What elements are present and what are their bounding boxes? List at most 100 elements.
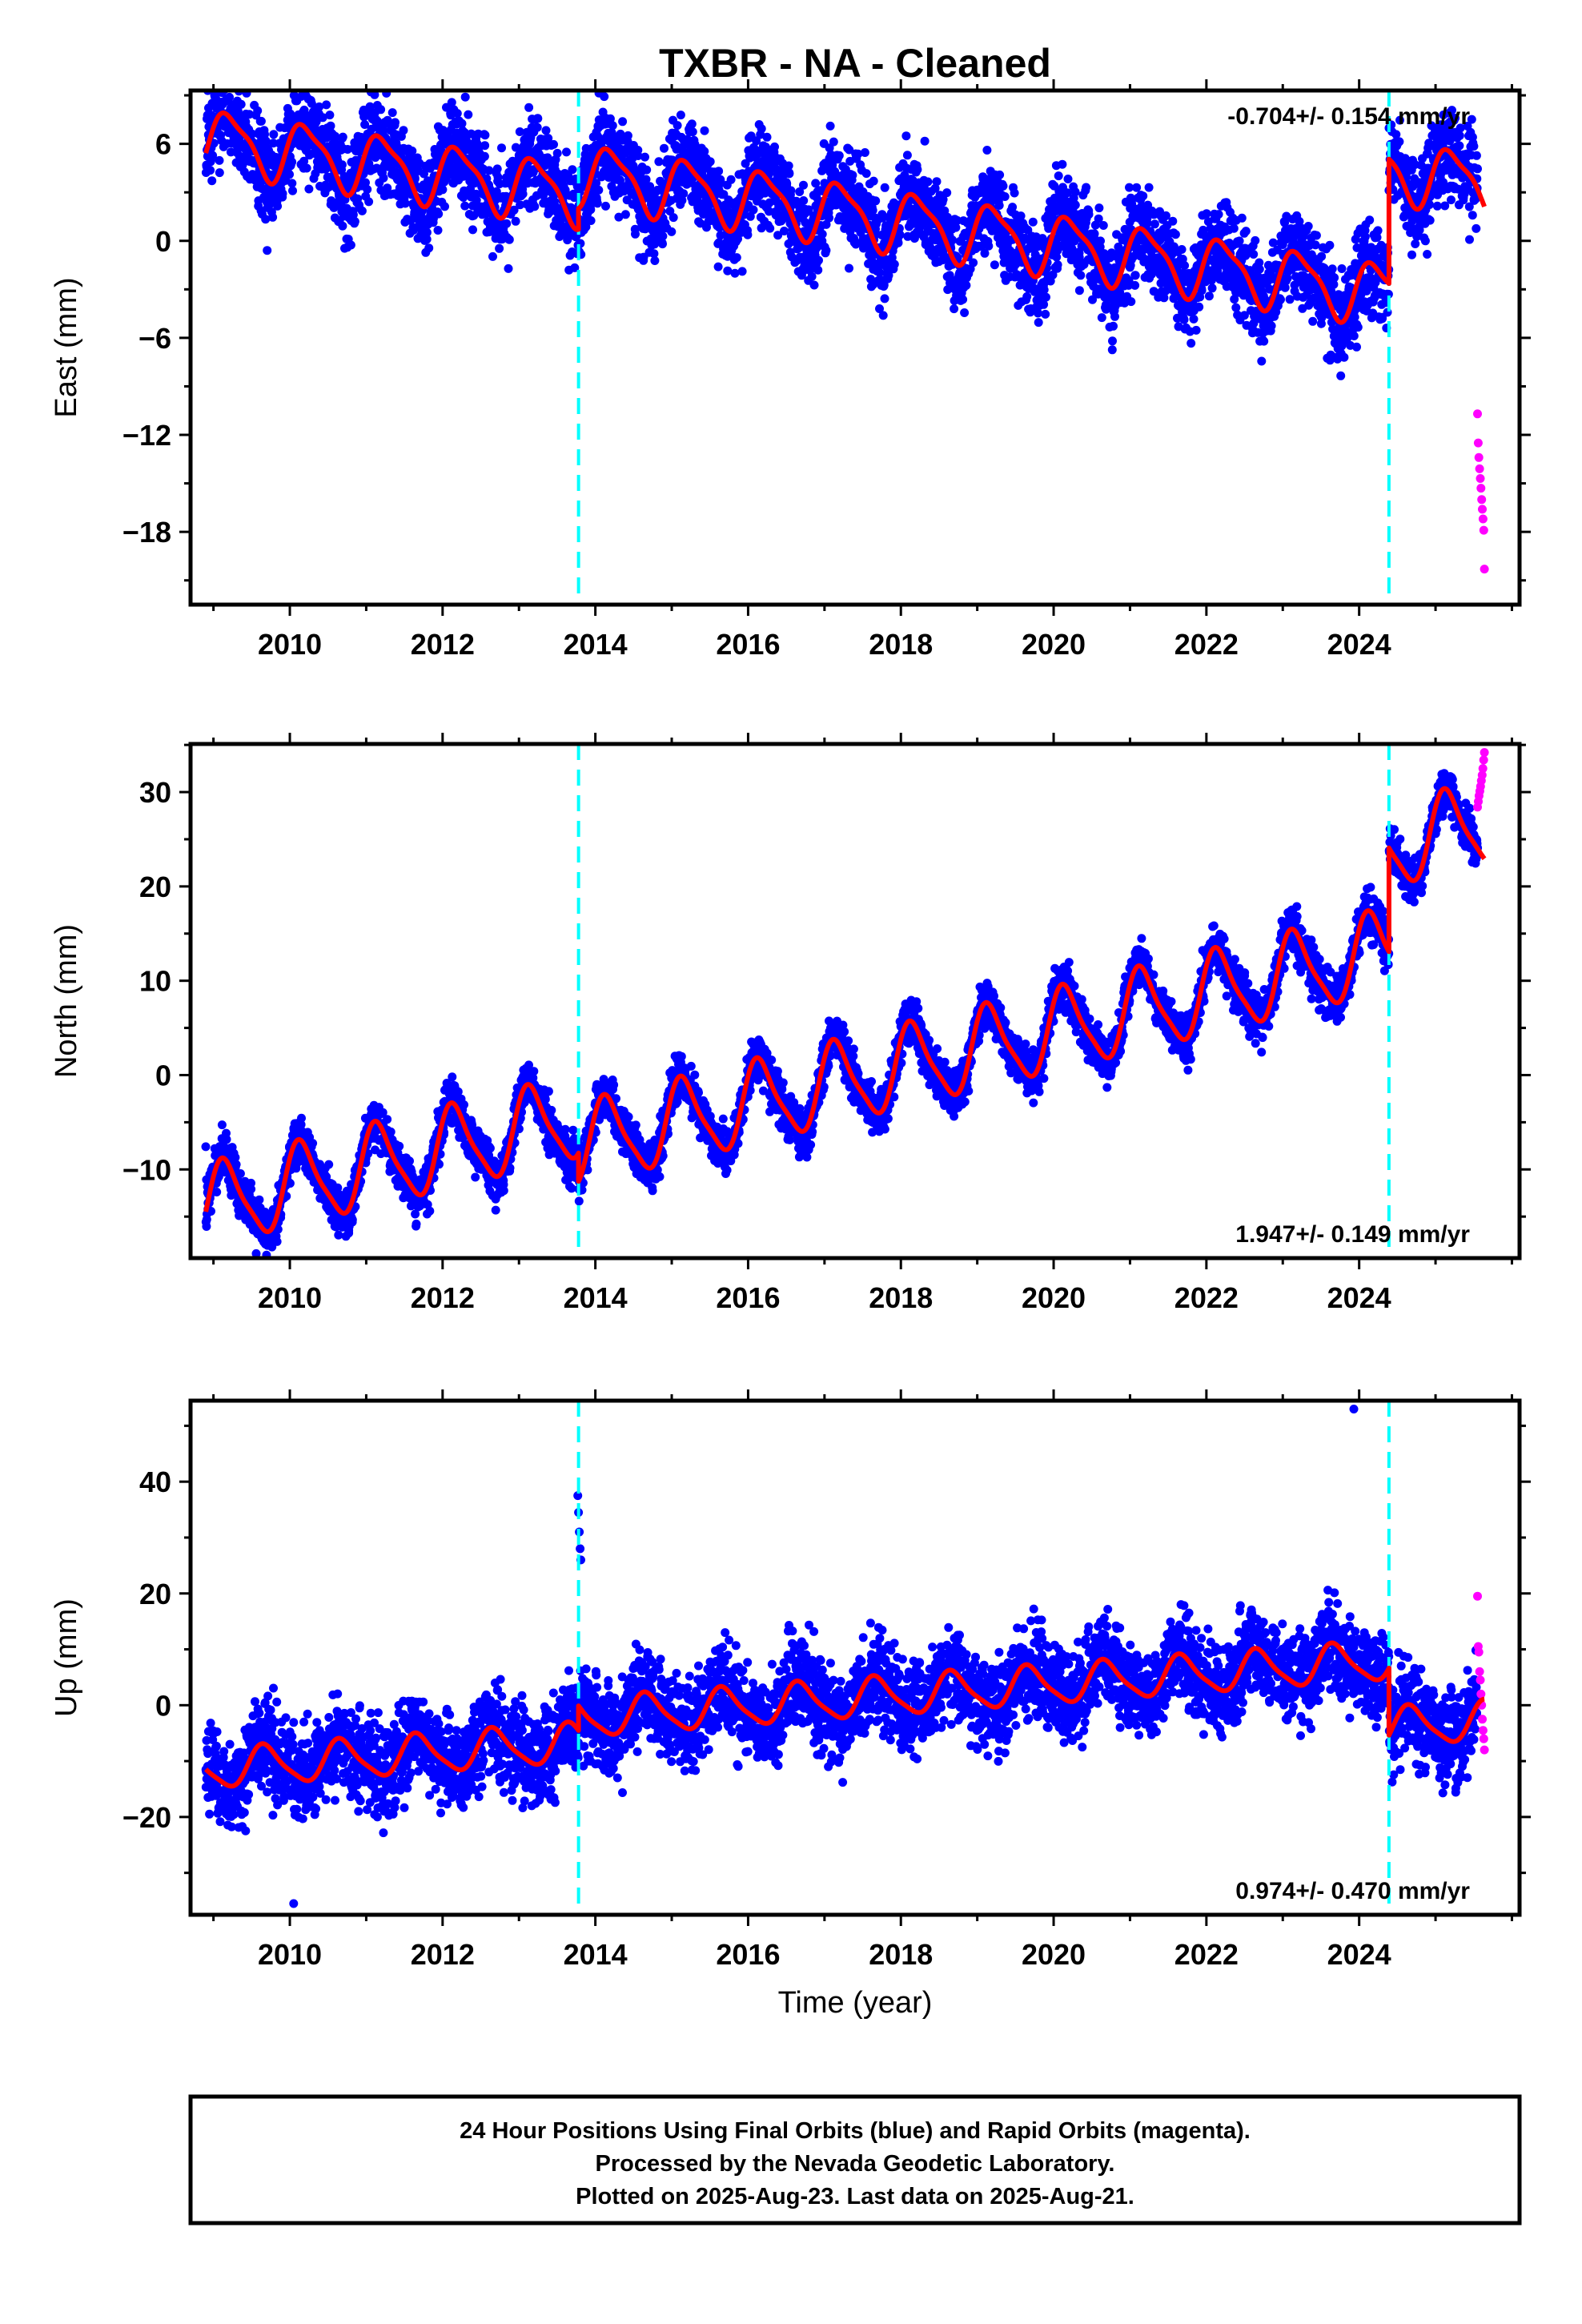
data-point [533, 114, 543, 123]
data-point [360, 120, 370, 129]
data-point [614, 212, 624, 222]
data-point [484, 166, 494, 175]
data-point [1327, 264, 1337, 274]
data-point [913, 165, 922, 175]
data-point [532, 123, 542, 132]
data-point [1008, 203, 1018, 212]
data-point [1407, 250, 1416, 259]
data-point [1411, 239, 1420, 248]
data-point [1098, 221, 1108, 230]
data-point [326, 121, 335, 131]
data-point [923, 177, 933, 187]
data-point [225, 68, 234, 77]
data-point [902, 151, 912, 160]
data-point [785, 169, 794, 179]
data-point [1186, 339, 1196, 348]
data-point [642, 165, 652, 175]
data-point [287, 157, 297, 167]
data-point [492, 187, 501, 196]
plot-area [201, 68, 1489, 605]
data-point [511, 216, 520, 226]
data-point [408, 147, 417, 155]
data-point [1039, 300, 1049, 309]
data-point [1468, 211, 1477, 220]
data-point [1132, 183, 1142, 192]
data-point [1204, 292, 1214, 301]
data-point [834, 151, 844, 160]
data-point [641, 175, 651, 184]
data-point [379, 173, 388, 183]
data-point [1094, 203, 1104, 213]
data-point [472, 195, 481, 205]
data-point [1010, 188, 1019, 198]
data-point [705, 157, 715, 167]
data-point [982, 146, 992, 155]
data-point [1130, 280, 1140, 290]
data-point [900, 171, 909, 180]
data-point [752, 136, 761, 146]
data-point [222, 70, 231, 78]
data-point [206, 166, 215, 175]
data-point [1144, 183, 1154, 192]
data-point [640, 152, 649, 162]
data-point [422, 227, 432, 237]
data-point [1469, 142, 1479, 151]
data-point [1108, 336, 1117, 346]
data-point [743, 230, 753, 239]
data-point [1276, 295, 1285, 304]
data-point [1054, 171, 1063, 181]
data-point [679, 189, 689, 199]
data-point [497, 143, 506, 153]
data-point [1352, 342, 1361, 352]
data-point [338, 221, 347, 231]
data-point [845, 263, 853, 273]
data-point [1096, 236, 1105, 246]
data-point [586, 216, 596, 225]
data-point [346, 240, 355, 250]
data-point [434, 209, 444, 219]
data-point [875, 268, 885, 277]
data-point [994, 201, 1004, 210]
data-point [581, 222, 591, 231]
data-point [1420, 236, 1430, 246]
data-point [861, 169, 871, 179]
data-point [1082, 183, 1091, 192]
data-point [563, 235, 572, 245]
data-point [488, 251, 497, 261]
data-point [845, 145, 854, 155]
data-point [376, 105, 386, 115]
data-point [495, 243, 504, 253]
data-point [1074, 286, 1084, 296]
data-point [884, 271, 893, 280]
data-point [1373, 226, 1383, 235]
data-point [1237, 213, 1247, 223]
data-point [811, 179, 821, 188]
data-point [1267, 321, 1276, 331]
data-point [868, 206, 877, 215]
data-point [1241, 227, 1251, 236]
data-point [357, 206, 367, 215]
data-point [780, 227, 789, 235]
data-point [1395, 137, 1404, 147]
data-point [765, 223, 775, 233]
data-point [1138, 191, 1148, 201]
data-point [786, 186, 796, 195]
data-point [1425, 200, 1435, 209]
data-point [464, 110, 473, 119]
data-point [732, 253, 741, 263]
data-point [592, 199, 602, 208]
data-point [299, 156, 309, 166]
data-point [1257, 356, 1267, 366]
data-point [714, 167, 724, 176]
data-point [325, 111, 335, 120]
data-point [273, 201, 283, 211]
data-point [762, 132, 772, 142]
data-point [658, 231, 668, 241]
data-point [452, 109, 462, 119]
data-point [880, 183, 889, 192]
data-point [1365, 215, 1375, 225]
data-point [516, 200, 525, 210]
data-point [920, 136, 930, 146]
data-point [1195, 302, 1204, 312]
data-point [379, 125, 388, 134]
